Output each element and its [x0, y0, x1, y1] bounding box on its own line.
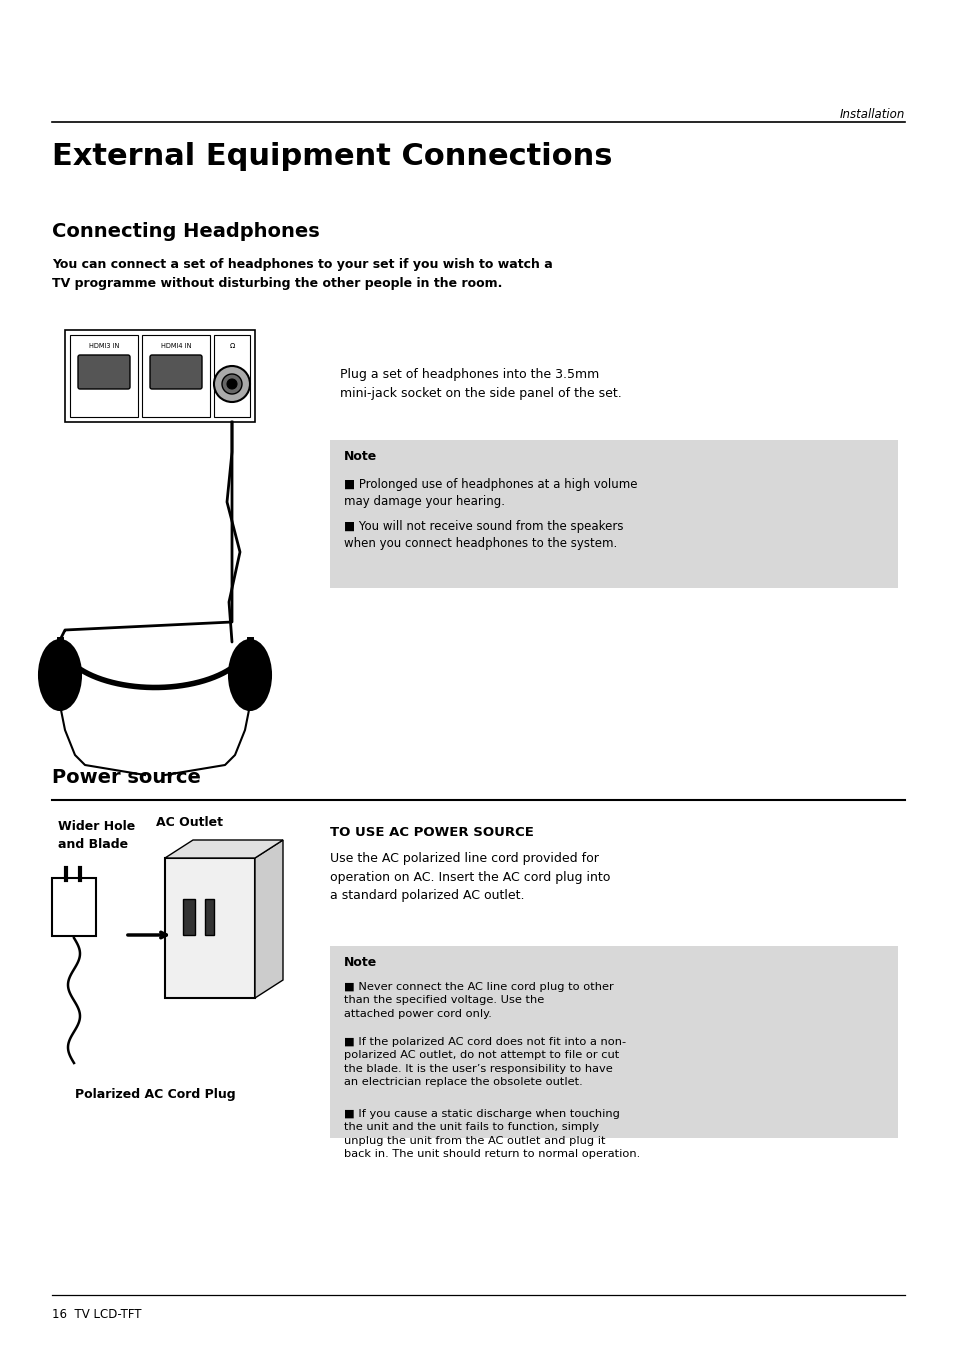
Text: External Equipment Connections: External Equipment Connections	[52, 142, 612, 171]
Bar	[330, 440, 897, 589]
Text: TO USE AC POWER SOURCE: TO USE AC POWER SOURCE	[330, 826, 534, 838]
Polygon shape	[254, 840, 283, 998]
FancyBboxPatch shape	[78, 355, 130, 389]
Circle shape	[213, 366, 250, 402]
Text: Note: Note	[344, 450, 376, 463]
Text: ■ Never connect the AC line cord plug to other
than the specified voltage. Use t: ■ Never connect the AC line cord plug to…	[344, 981, 613, 1019]
Text: Wider Hole
and Blade: Wider Hole and Blade	[58, 819, 135, 850]
Text: ■ If you cause a static discharge when touching
the unit and the unit fails to f: ■ If you cause a static discharge when t…	[344, 1108, 639, 1160]
Text: Connecting Headphones: Connecting Headphones	[52, 221, 319, 242]
Bar	[142, 335, 210, 417]
Bar	[213, 335, 250, 417]
Bar	[205, 899, 213, 934]
Text: AC Outlet: AC Outlet	[156, 815, 223, 829]
Text: Note: Note	[344, 956, 376, 969]
FancyBboxPatch shape	[150, 355, 202, 389]
Text: Power source: Power source	[52, 768, 201, 787]
Bar	[70, 335, 138, 417]
Text: ■ You will not receive sound from the speakers
when you connect headphones to th: ■ You will not receive sound from the sp…	[344, 520, 623, 551]
Ellipse shape	[229, 640, 271, 710]
Bar	[65, 329, 254, 423]
Bar	[330, 946, 897, 1138]
Text: HDMI3 IN: HDMI3 IN	[89, 343, 119, 350]
Circle shape	[222, 374, 242, 394]
Bar	[52, 878, 96, 936]
Text: ■ Prolonged use of headphones at a high volume
may damage your hearing.: ■ Prolonged use of headphones at a high …	[344, 478, 637, 509]
Text: 16  TV LCD-TFT: 16 TV LCD-TFT	[52, 1308, 141, 1322]
Text: Ω: Ω	[229, 343, 234, 350]
Text: Use the AC polarized line cord provided for
operation on AC. Insert the AC cord : Use the AC polarized line cord provided …	[330, 852, 610, 902]
Text: Installation: Installation	[839, 108, 904, 122]
Text: ■ If the polarized AC cord does not fit into a non-
polarized AC outlet, do not : ■ If the polarized AC cord does not fit …	[344, 1037, 625, 1087]
Text: HDMI4 IN: HDMI4 IN	[161, 343, 191, 350]
Bar	[183, 899, 194, 934]
Polygon shape	[165, 840, 283, 859]
Circle shape	[227, 379, 236, 389]
Text: Polarized AC Cord Plug: Polarized AC Cord Plug	[74, 1088, 235, 1102]
Text: You can connect a set of headphones to your set if you wish to watch a
TV progra: You can connect a set of headphones to y…	[52, 258, 552, 290]
Text: Plug a set of headphones into the 3.5mm
mini-jack socket on the side panel of th: Plug a set of headphones into the 3.5mm …	[339, 369, 621, 400]
Ellipse shape	[39, 640, 81, 710]
Bar	[165, 859, 254, 998]
